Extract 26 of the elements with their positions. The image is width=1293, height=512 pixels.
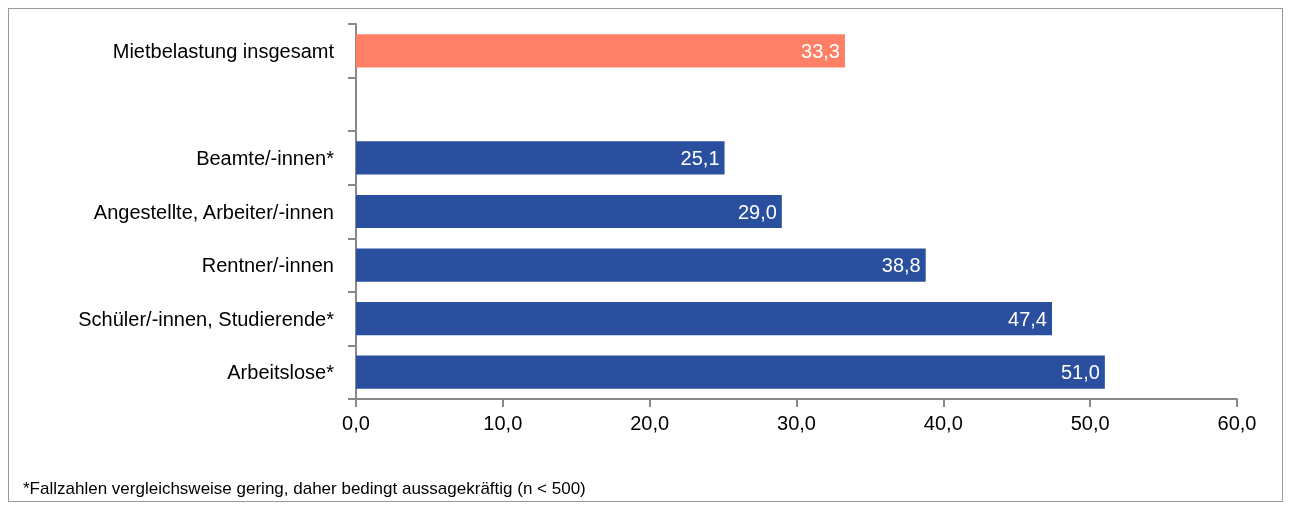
x-tick-label: 50,0 xyxy=(1070,412,1110,434)
x-tick-label: 40,0 xyxy=(923,412,963,434)
x-tick-label: 20,0 xyxy=(630,412,670,434)
bar xyxy=(356,355,1105,389)
bar xyxy=(356,34,845,68)
data-label: 51,0 xyxy=(1060,361,1100,384)
y-tick-label: Arbeitslose* xyxy=(227,361,335,384)
data-label: 25,1 xyxy=(680,146,720,169)
data-label: 38,8 xyxy=(881,254,921,277)
bar xyxy=(356,194,782,229)
bar xyxy=(356,141,725,175)
bar xyxy=(356,248,926,282)
data-label: 33,3 xyxy=(801,39,840,62)
x-tick-label: 10,0 xyxy=(483,412,523,434)
x-tick-label: 60,0 xyxy=(1217,412,1257,434)
data-label: 29,0 xyxy=(737,200,777,223)
text: *Fallzahlen vergleichsweise gering, daher bedingt aussagekräftig (n < 500) xyxy=(23,479,586,498)
y-tick-label: Beamte/-innen* xyxy=(196,146,335,169)
y-tick-label: Schüler/-innen, Studierende* xyxy=(78,307,335,330)
x-tick-label: 0,0 xyxy=(342,412,370,434)
y-tick-label: Mietbelastung insgesamt xyxy=(112,39,335,62)
y-tick-label: Rentner/-innen xyxy=(201,254,334,277)
bar xyxy=(356,302,1052,336)
x-tick-label: 30,0 xyxy=(777,412,816,434)
y-tick-label: Angestellte, Arbeiter/-innen xyxy=(93,200,334,223)
data-label: 47,4 xyxy=(1008,307,1047,330)
